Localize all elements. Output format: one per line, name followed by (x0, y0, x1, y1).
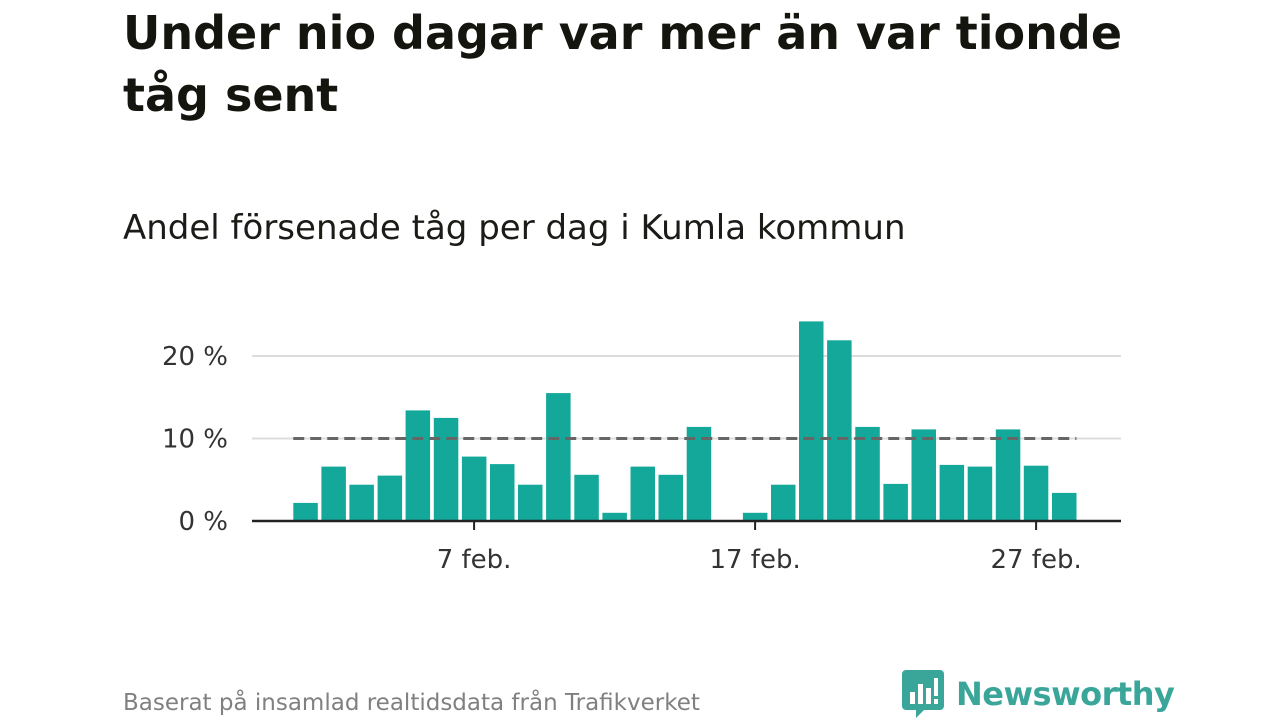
bar (574, 474, 599, 521)
source-note: Baserat på insamlad realtidsdata från Tr… (123, 690, 700, 716)
y-tick-label: 10 % (162, 425, 228, 455)
bars (293, 321, 1077, 522)
bar (433, 417, 459, 521)
bar (630, 466, 655, 521)
x-tick-label: 27 feb. (990, 545, 1081, 575)
y-tick-label: 0 % (178, 507, 228, 537)
bar (742, 512, 768, 522)
bar (546, 393, 571, 521)
bar (405, 410, 431, 521)
chart-title: Under nio dagar var mer än var tionde tå… (123, 6, 1123, 122)
bar (995, 429, 1021, 521)
bar (602, 512, 627, 522)
logo-text: Newsworthy (956, 675, 1175, 713)
bar (658, 474, 683, 521)
bar (771, 484, 796, 521)
bar (293, 502, 318, 522)
chart-subtitle: Andel försenade tåg per dag i Kumla komm… (123, 208, 906, 248)
bar (855, 426, 880, 521)
x-tick-label: 7 feb. (437, 545, 512, 575)
bar (1052, 492, 1077, 521)
bar (827, 340, 852, 521)
bar (967, 466, 993, 521)
newsworthy-logo-icon (902, 670, 944, 718)
y-tick-label: 20 % (162, 342, 228, 372)
bar (883, 483, 908, 521)
bar (490, 464, 515, 521)
bar (911, 429, 936, 521)
bar (321, 466, 346, 521)
bar (461, 456, 487, 521)
axes: 0 % 10 % 20 % 7 feb. 17 feb. 27 feb. (162, 342, 1121, 575)
bar (377, 475, 403, 521)
bar (799, 321, 824, 522)
newsworthy-logo[interactable]: Newsworthy (902, 670, 1175, 718)
bar-chart: 0 % 10 % 20 % 7 feb. 17 feb. 27 feb. (162, 321, 1121, 575)
x-tick-label: 17 feb. (709, 545, 800, 575)
bar (1023, 465, 1049, 521)
bar (518, 484, 543, 521)
bar (349, 484, 374, 521)
bar (686, 426, 712, 521)
bar (939, 464, 965, 521)
gridlines (252, 355, 1121, 440)
